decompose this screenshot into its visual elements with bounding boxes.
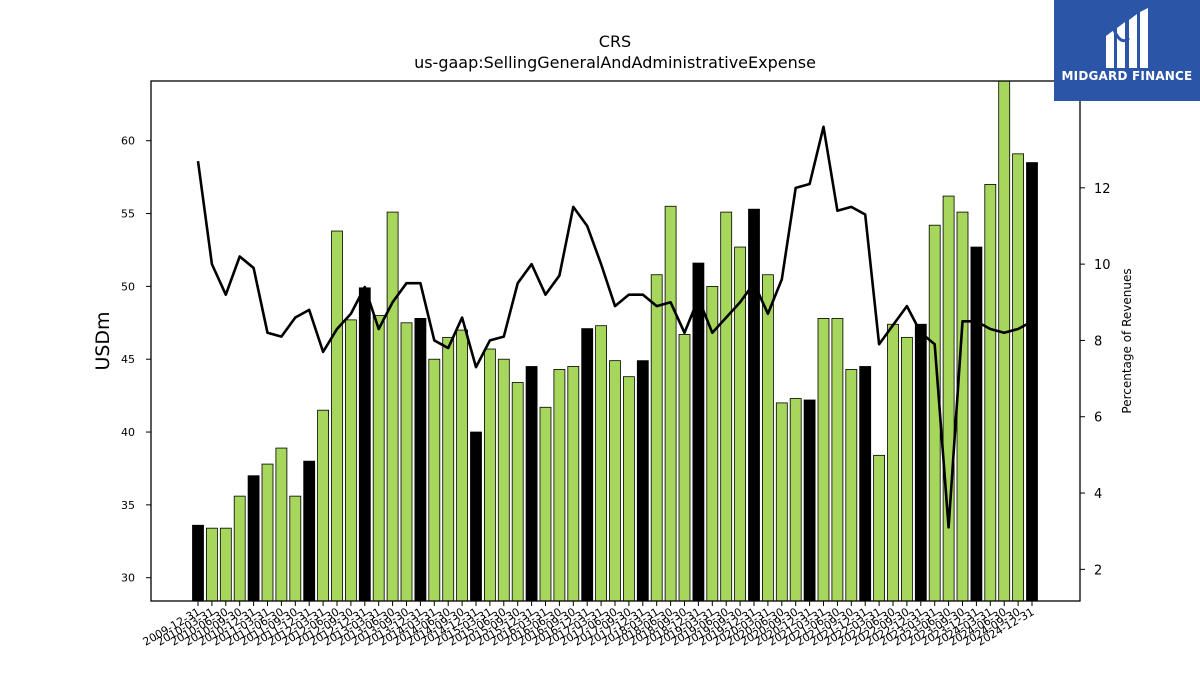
bar-quarter xyxy=(928,224,941,602)
bar-quarter xyxy=(762,274,774,602)
bar-fiscal-year xyxy=(748,208,760,602)
bar-quarter xyxy=(901,336,913,602)
bar-fiscal-year xyxy=(692,262,705,602)
bar-quarter xyxy=(609,360,621,602)
bar-quarter xyxy=(428,358,441,602)
bar-fiscal-year xyxy=(303,460,316,602)
bar-quarter xyxy=(219,527,232,602)
brand-logo: MIDGARD FINANCE xyxy=(1054,0,1200,101)
y2-tick-label: 6 xyxy=(1094,411,1102,426)
bar-fiscal-year xyxy=(414,318,427,602)
right-y-axis-label: Percentage of Revenues xyxy=(1120,268,1134,413)
bar-quarter xyxy=(956,211,969,602)
bar-quarter xyxy=(942,195,955,602)
bar-quarter xyxy=(233,495,246,602)
bar-quarter xyxy=(386,211,399,602)
logo-mark-icon xyxy=(1106,8,1148,68)
bar-quarter xyxy=(497,358,510,602)
bar-quarter xyxy=(817,318,830,602)
bar-quarter xyxy=(595,325,607,602)
bar-quarter xyxy=(539,406,552,602)
y-tick-label: 45 xyxy=(121,353,135,366)
bar-fiscal-year xyxy=(1026,162,1038,602)
brand-name: MIDGARD FINANCE xyxy=(1061,69,1193,83)
y-tick-label: 35 xyxy=(121,499,135,512)
bar-quarter xyxy=(456,329,469,602)
bar-quarter xyxy=(1012,153,1024,602)
bar-quarter xyxy=(998,80,1011,602)
bar-quarter xyxy=(344,319,357,602)
bar-fiscal-year xyxy=(358,287,371,602)
y2-tick-label: 4 xyxy=(1094,487,1102,502)
bar-fiscal-year xyxy=(859,366,872,602)
bar-quarter xyxy=(789,398,802,602)
bar-quarter xyxy=(275,447,288,602)
bar-quarter xyxy=(261,463,274,602)
bar-quarter xyxy=(775,402,788,602)
bar-fiscal-year xyxy=(192,524,204,602)
left-y-axis: 30 35 40 45 50 55 60 xyxy=(121,135,151,585)
y-tick-label: 30 xyxy=(121,572,135,585)
bar-quarter xyxy=(873,454,885,602)
right-y-axis: 2 4 6 8 10 12 xyxy=(1080,182,1111,578)
percentage-of-revenues-line xyxy=(196,125,1033,529)
bar-quarter xyxy=(317,409,330,602)
bar-fiscal-year xyxy=(636,360,649,602)
bar-group xyxy=(192,80,1038,602)
bar-fiscal-year xyxy=(914,323,927,602)
bar-fiscal-year xyxy=(803,399,816,602)
bar-fiscal-year xyxy=(247,475,260,602)
bar-quarter xyxy=(442,336,455,602)
bar-quarter xyxy=(887,323,899,602)
y-tick-label: 40 xyxy=(121,426,135,439)
bar-quarter xyxy=(331,230,343,602)
bar-fiscal-year xyxy=(525,366,538,602)
bar-quarter xyxy=(678,334,691,602)
chart-title: CRS xyxy=(598,32,632,51)
bar-quarter xyxy=(483,348,496,602)
x-axis: 2009-12-312010-03-312010-06-302010-09-30… xyxy=(141,601,1037,649)
y-tick-label: 60 xyxy=(121,135,135,148)
y2-tick-label: 2 xyxy=(1094,563,1102,578)
y-axis-label: USDm xyxy=(92,311,114,370)
bar-quarter xyxy=(567,366,580,602)
bar-quarter xyxy=(831,318,844,602)
line-series-group xyxy=(196,125,1033,529)
bar-fiscal-year xyxy=(470,431,482,602)
bar-fiscal-year xyxy=(970,246,983,602)
bar-quarter xyxy=(720,211,733,602)
bar-quarter xyxy=(511,382,524,602)
bar-quarter xyxy=(650,274,663,602)
bar-quarter xyxy=(664,205,677,602)
y2-tick-label: 8 xyxy=(1094,334,1102,349)
bar-quarter xyxy=(400,322,413,602)
bar-quarter xyxy=(984,184,997,602)
bar-quarter xyxy=(372,315,385,602)
bar-quarter xyxy=(553,368,566,602)
bar-quarter xyxy=(205,527,218,602)
y-tick-label: 50 xyxy=(121,280,135,293)
y2-tick-label: 10 xyxy=(1094,258,1111,273)
bar-quarter xyxy=(845,368,858,602)
bar-quarter xyxy=(289,495,302,602)
bar-quarter xyxy=(623,376,635,602)
y2-tick-label: 12 xyxy=(1094,182,1111,197)
chart-subtitle: us-gaap:SellingGeneralAndAdministrativeE… xyxy=(414,53,816,72)
y-tick-label: 55 xyxy=(121,208,135,221)
bar-fiscal-year xyxy=(581,328,594,602)
